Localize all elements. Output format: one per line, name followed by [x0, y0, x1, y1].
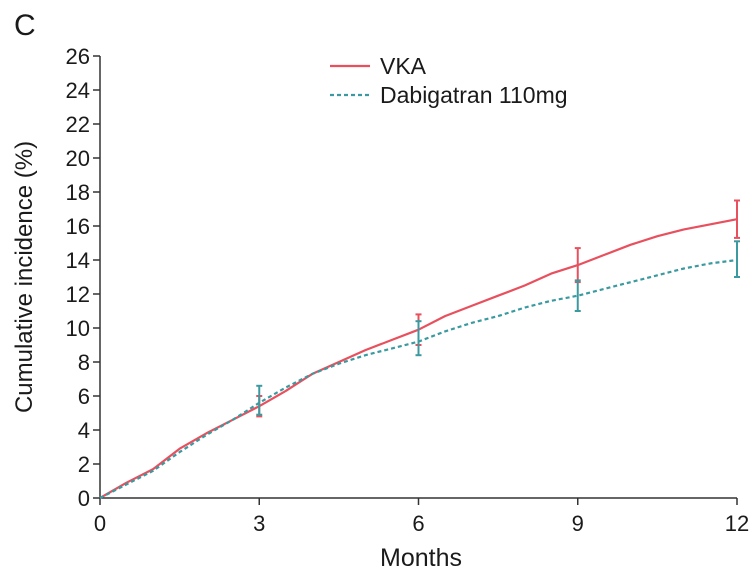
error-bar [734, 240, 740, 278]
panel-label: C [14, 9, 36, 42]
series-line-vka [99, 218, 738, 499]
y-tick-label: 8 [78, 350, 90, 375]
error-bar [574, 279, 581, 312]
y-axis-label: Cumulative incidence (%) [11, 141, 38, 413]
x-tick-label: 3 [253, 511, 265, 536]
y-tick-label: 20 [66, 146, 90, 171]
y-tick-label: 12 [66, 282, 90, 307]
y-tick-label: 4 [78, 418, 90, 443]
error-bar [256, 384, 263, 416]
x-axis-label: Months [380, 544, 462, 572]
legend-label-vka: VKA [380, 53, 427, 79]
x-tick-label: 0 [94, 511, 106, 536]
error-bar [415, 320, 422, 357]
series-layer [99, 199, 740, 499]
x-ticks: 0 3 6 9 12 [94, 498, 749, 536]
legend-label-dabigatran: Dabigatran 110mg [380, 82, 568, 108]
y-tick-label: 0 [78, 486, 90, 511]
x-tick-label: 6 [412, 511, 424, 536]
y-tick-label: 22 [66, 112, 90, 137]
legend: VKA Dabigatran 110mg [330, 53, 568, 108]
y-tick-label: 26 [66, 44, 90, 69]
y-tick-label: 16 [66, 214, 90, 239]
x-tick-label: 12 [725, 511, 749, 536]
y-tick-label: 2 [78, 452, 90, 477]
error-bar [734, 199, 740, 239]
y-tick-label: 24 [66, 78, 90, 103]
y-tick-label: 10 [66, 316, 90, 341]
y-tick-label: 14 [66, 248, 90, 273]
x-tick-label: 9 [572, 511, 584, 536]
y-tick-label: 18 [66, 180, 90, 205]
series-line-dabigatran [99, 258, 738, 499]
axes [99, 56, 737, 499]
y-tick-label: 6 [78, 384, 90, 409]
